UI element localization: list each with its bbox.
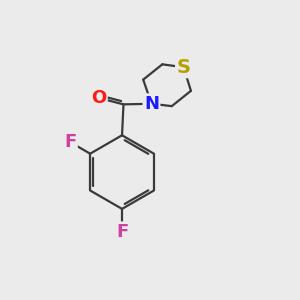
Text: F: F [64,133,76,151]
Text: O: O [91,89,106,107]
Text: F: F [116,223,128,241]
Text: O: O [91,89,106,107]
Text: S: S [177,58,190,77]
Text: N: N [144,95,159,113]
